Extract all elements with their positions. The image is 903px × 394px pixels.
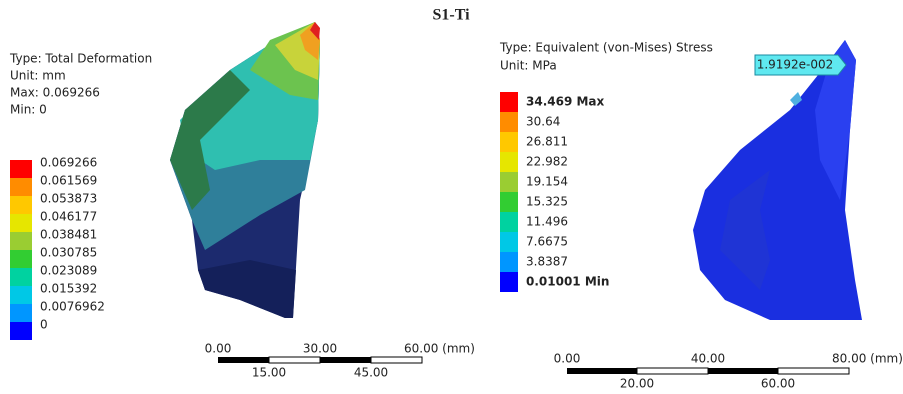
- legend-label: 0.015392: [40, 282, 97, 296]
- legend-label: 0.023089: [40, 264, 97, 278]
- legend-swatch: [10, 304, 32, 322]
- legend-label: 0.061569: [40, 174, 97, 188]
- legend-label: 0.030785: [40, 246, 97, 260]
- legend-label: 30.64: [526, 115, 560, 129]
- legend-label: 0.038481: [40, 228, 97, 242]
- deformation-model: [170, 22, 320, 318]
- legend-swatch: [500, 212, 518, 232]
- scale-label: 30.00: [303, 342, 337, 356]
- result-type: Type: Equivalent (von-Mises) Stress: [499, 41, 713, 55]
- scale-label: 0.00: [554, 352, 581, 366]
- legend-swatch: [10, 196, 32, 214]
- scale-label: 20.00: [620, 377, 654, 391]
- legend-swatch: [500, 92, 518, 112]
- legend-swatch: [10, 322, 32, 340]
- legend-label: 0.069266: [40, 156, 97, 170]
- legend-swatch: [500, 192, 518, 212]
- legend-label: 19.154: [526, 175, 568, 189]
- legend-swatch: [10, 268, 32, 286]
- scale-label: 15.00: [252, 366, 286, 380]
- legend-swatch: [10, 214, 32, 232]
- scale-label: 60.00: [761, 377, 795, 391]
- legend-label: 0.046177: [40, 210, 97, 224]
- legend-label: 3.8387: [526, 255, 568, 269]
- legend-label: 0: [40, 318, 48, 332]
- legend-label: 11.496: [526, 215, 568, 229]
- scale-bar: [218, 357, 849, 374]
- legend-label: 0.0076962: [40, 300, 105, 314]
- probe: 1.9192e-002: [755, 55, 846, 75]
- legend-swatch: [500, 272, 518, 292]
- result-unit: Unit: mm: [10, 69, 66, 83]
- scale-label: 80.00 (mm): [832, 352, 903, 366]
- legend-label: 34.469 Max: [526, 95, 605, 109]
- legend-swatch: [10, 286, 32, 304]
- scale-label: 60.00 (mm): [404, 342, 475, 356]
- legend-label: 7.6675: [526, 235, 568, 249]
- legend-swatch: [500, 172, 518, 192]
- legend-swatch: [500, 112, 518, 132]
- figure: S1-Ti 1.9192e-002 Type: Total Deformatio…: [0, 0, 903, 394]
- legend-swatch: [500, 252, 518, 272]
- legend-label: 22.982: [526, 155, 568, 169]
- result-type: Type: Total Deformation: [9, 52, 152, 66]
- legend-label: 26.811: [526, 135, 568, 149]
- legend-swatch: [500, 232, 518, 252]
- legend-label: 0.053873: [40, 192, 97, 206]
- result-unit: Unit: MPa: [500, 59, 557, 73]
- figure-title: S1-Ti: [432, 7, 470, 24]
- stress-model: [693, 40, 862, 320]
- scale-label: 40.00: [691, 352, 725, 366]
- legend-swatch: [10, 160, 32, 178]
- probe-label: 1.9192e-002: [757, 58, 834, 72]
- result-max: Max: 0.069266: [10, 86, 100, 100]
- legend-swatch: [10, 232, 32, 250]
- legend-label: 15.325: [526, 195, 568, 209]
- legend-swatch: [500, 132, 518, 152]
- legend-swatch: [10, 250, 32, 268]
- scale-label: 0.00: [205, 342, 232, 356]
- legend-label: 0.01001 Min: [526, 275, 609, 289]
- legend-swatch: [500, 152, 518, 172]
- scale-label: 45.00: [354, 366, 388, 380]
- result-min: Min: 0: [10, 103, 47, 117]
- legend-swatch: [10, 178, 32, 196]
